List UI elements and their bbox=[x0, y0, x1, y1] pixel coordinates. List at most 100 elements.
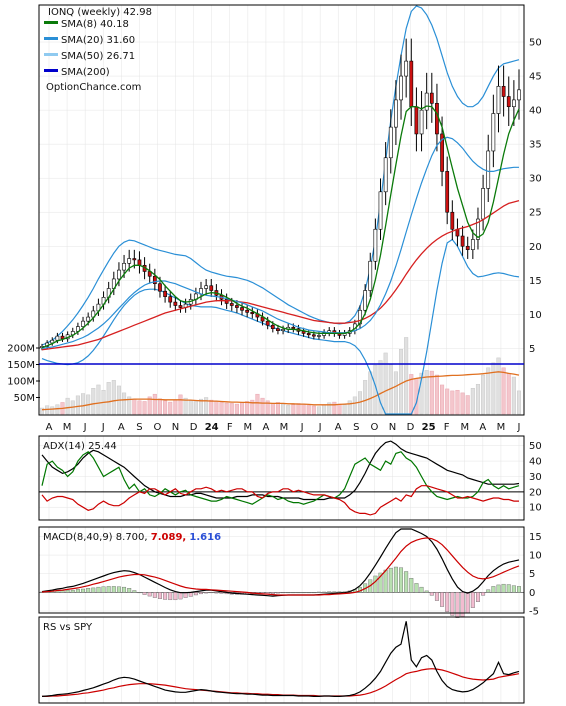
macd-histogram-bar bbox=[86, 588, 91, 593]
volume-bar bbox=[122, 392, 127, 415]
volume-bar bbox=[460, 392, 465, 415]
x-tick-label: O bbox=[154, 422, 162, 433]
adx-series-line bbox=[41, 485, 519, 516]
candle-body bbox=[481, 188, 485, 220]
x-tick-label: J bbox=[101, 422, 105, 433]
macd-histogram-bar bbox=[511, 585, 516, 593]
candle-body bbox=[55, 335, 60, 341]
macd-histogram-bar bbox=[193, 592, 198, 596]
macd-histogram-bar bbox=[306, 592, 311, 594]
candle-body bbox=[301, 331, 306, 334]
macd-histogram-bar bbox=[404, 571, 409, 593]
volume-bar bbox=[275, 402, 280, 415]
candle-body bbox=[476, 218, 480, 240]
legend-swatch-sma20 bbox=[44, 37, 58, 40]
volume-bar bbox=[378, 360, 383, 415]
candle-body bbox=[445, 171, 450, 213]
macd-y-tick: 10 bbox=[529, 551, 542, 562]
candle-body bbox=[209, 285, 214, 291]
macd-series-line bbox=[41, 537, 520, 596]
candle-body bbox=[404, 60, 409, 77]
candle-body bbox=[276, 328, 280, 331]
sma20-line bbox=[41, 136, 519, 349]
candle-body bbox=[158, 283, 162, 292]
volume-bar bbox=[234, 403, 239, 415]
volume-bar bbox=[296, 403, 301, 415]
volume-bar bbox=[240, 402, 245, 415]
candle-body bbox=[86, 316, 91, 322]
macd-histogram-bar bbox=[311, 592, 316, 594]
price-y-tick: 30 bbox=[529, 174, 542, 185]
candle-body bbox=[440, 133, 444, 172]
candle-body bbox=[173, 301, 178, 306]
sma8-line bbox=[41, 105, 520, 349]
volume-bar bbox=[281, 403, 286, 415]
candle-body bbox=[152, 275, 157, 285]
volume-bar bbox=[168, 401, 173, 415]
candle-body bbox=[399, 75, 403, 101]
volume-bar bbox=[306, 405, 311, 415]
macd-histogram-bar bbox=[296, 592, 301, 594]
macd-histogram-bar bbox=[440, 592, 445, 607]
volume-average-line bbox=[41, 371, 520, 411]
rs-panel-frame bbox=[38, 616, 525, 704]
price-y-tick: 35 bbox=[529, 140, 542, 151]
x-tick-label: O bbox=[370, 422, 378, 433]
macd-histogram-bar bbox=[496, 584, 501, 593]
macd-histogram-bar bbox=[316, 591, 321, 593]
volume-bar bbox=[209, 399, 214, 415]
macd-panel-frame bbox=[38, 526, 525, 614]
macd-histogram-bar bbox=[486, 589, 491, 593]
x-tick-label: J bbox=[318, 422, 322, 433]
candle-body bbox=[224, 299, 229, 304]
volume-bar bbox=[332, 401, 337, 415]
x-tick-label: A bbox=[118, 422, 125, 433]
macd-histogram-bar bbox=[137, 592, 142, 594]
volume-bar bbox=[224, 402, 229, 415]
macd-y-tick: 15 bbox=[529, 532, 542, 543]
macd-histogram-bar bbox=[429, 592, 434, 596]
macd-histogram-bar bbox=[281, 592, 286, 594]
candle-body bbox=[270, 324, 275, 329]
legend-sma50: SMA(50) 26.71 bbox=[61, 51, 135, 62]
x-tick-label: F bbox=[227, 422, 233, 433]
volume-bar bbox=[445, 388, 450, 415]
adx-series-line bbox=[41, 451, 520, 505]
volume-bar bbox=[311, 405, 316, 415]
volume-bar bbox=[183, 397, 188, 415]
candle-body bbox=[363, 290, 368, 311]
candle-body bbox=[235, 305, 239, 308]
candle-body bbox=[250, 312, 255, 314]
candle-body bbox=[491, 113, 496, 152]
price-y-tick: 15 bbox=[529, 276, 542, 287]
x-tick-label: N bbox=[389, 422, 396, 433]
macd-histogram-bar bbox=[301, 592, 306, 594]
macd-histogram-bar bbox=[127, 588, 132, 593]
macd-histogram-bar bbox=[111, 586, 116, 593]
candle-body bbox=[204, 285, 209, 289]
volume-y-tick: 50M bbox=[14, 393, 35, 404]
volume-bar bbox=[198, 398, 204, 415]
volume-bar bbox=[475, 384, 480, 415]
candle-body bbox=[81, 320, 85, 327]
legend-sma20: SMA(20) 31.60 bbox=[61, 35, 135, 46]
x-tick-label: J bbox=[517, 422, 521, 433]
volume-bar bbox=[111, 380, 116, 415]
rs-label: RS vs SPY bbox=[43, 622, 93, 633]
macd-histogram-bar bbox=[419, 586, 424, 593]
volume-bar bbox=[157, 398, 162, 415]
volume-bar bbox=[132, 398, 137, 415]
candle-body bbox=[291, 326, 296, 329]
volume-bar bbox=[204, 397, 209, 415]
candle-body bbox=[245, 309, 250, 313]
macd-histogram-bar bbox=[152, 592, 157, 598]
macd-histogram-bar bbox=[470, 592, 475, 608]
macd-histogram-bar bbox=[270, 592, 275, 595]
volume-bar bbox=[163, 400, 168, 415]
adx-panel-frame bbox=[38, 435, 525, 521]
macd-histogram-bar bbox=[70, 589, 75, 593]
macd-histogram-bar bbox=[424, 590, 429, 593]
candle-body bbox=[178, 305, 183, 308]
volume-bar bbox=[65, 397, 70, 415]
